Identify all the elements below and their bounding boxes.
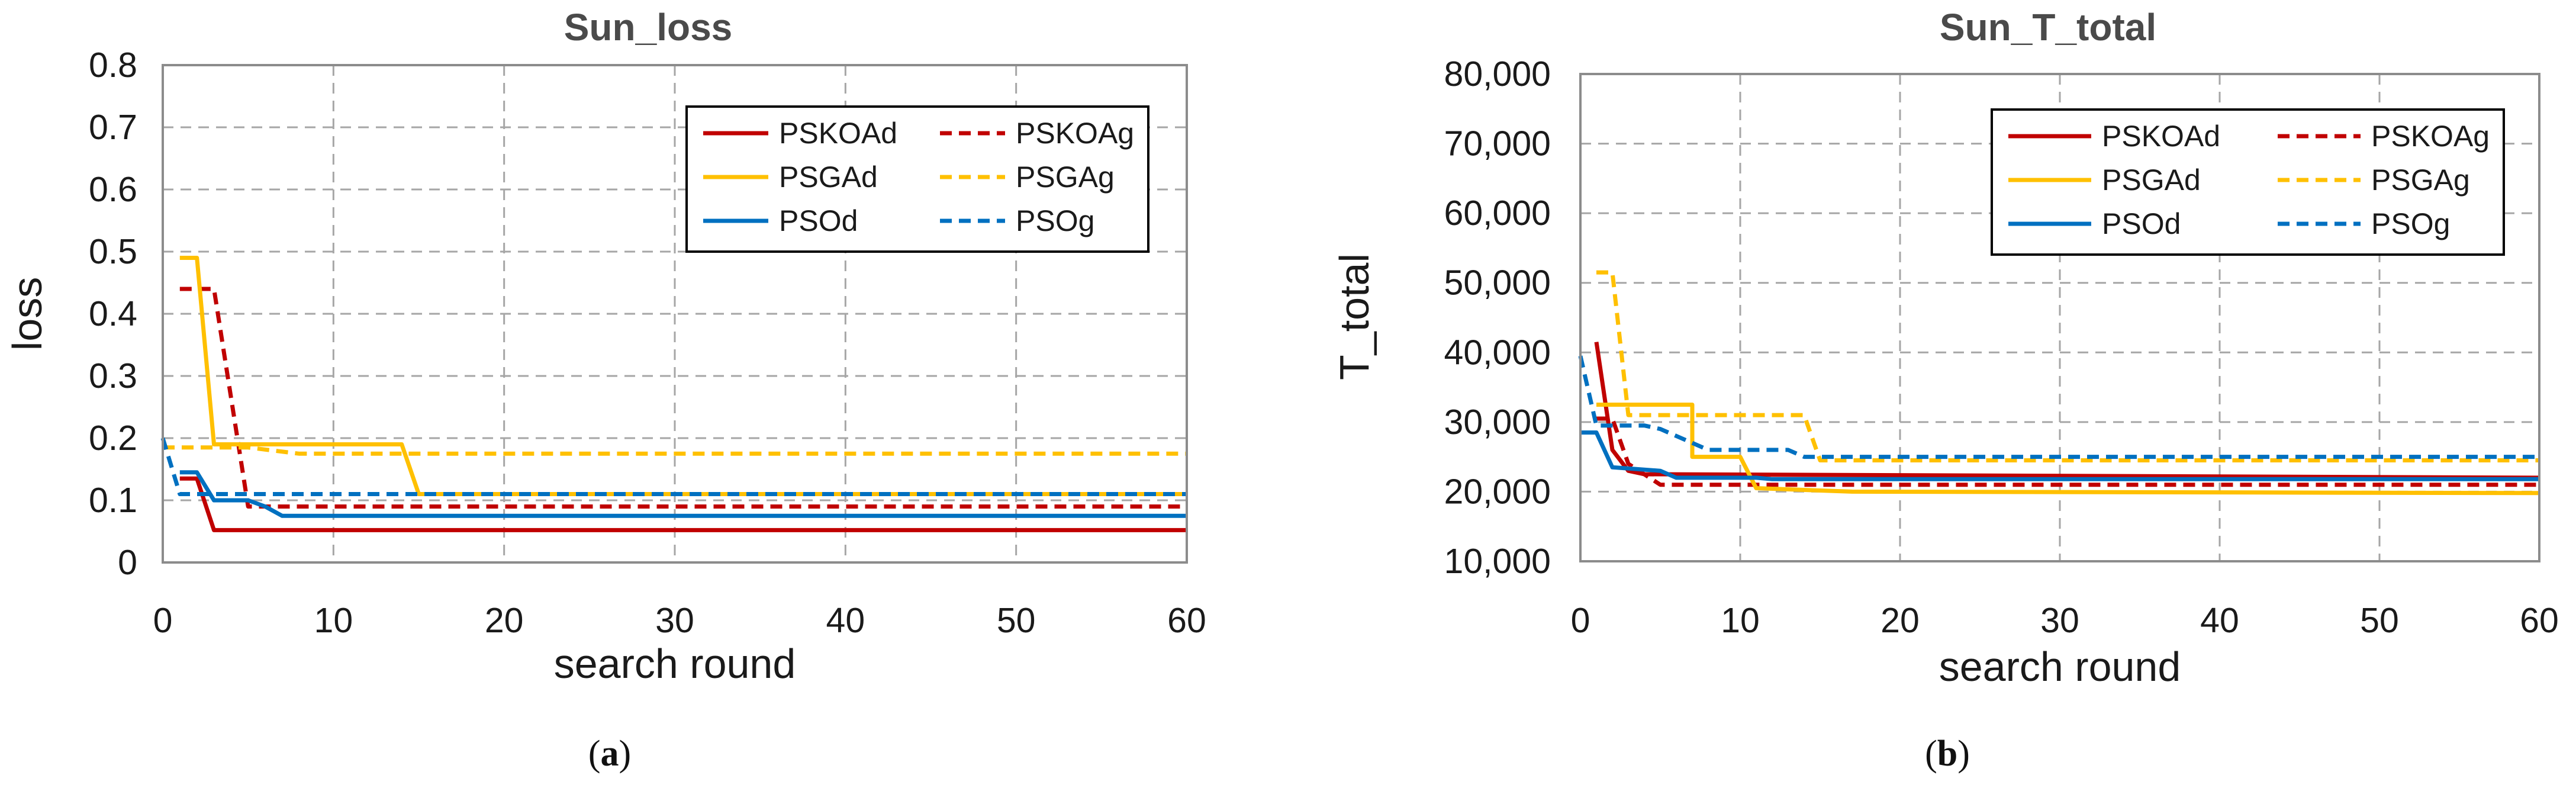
y-tick-labels: 10,000 20,000 30,000 40,000 50,000 60,000 70,0…	[1444, 54, 1551, 581]
y-tick-labels: 0 0.1 0.2 0.3 0.4 0.5 0.6 0.7 0.8	[89, 46, 137, 582]
y-tick-label: 0.5	[89, 232, 137, 271]
x-tick-label: 30	[655, 601, 694, 640]
x-tick-label: 50	[997, 601, 1036, 640]
legend-label: PSKOAg	[2371, 120, 2490, 153]
chart-title: Sun_T_total	[1940, 6, 2156, 49]
legend-item-psod: PSOd	[703, 204, 858, 237]
legend-item-pskoag: PSKOAg	[2278, 120, 2490, 153]
legend-item-psgad: PSGAd	[2008, 163, 2201, 197]
legend-label: PSOg	[1016, 204, 1094, 237]
x-tick-label: 0	[153, 601, 173, 640]
y-tick-label: 20,000	[1444, 472, 1551, 511]
legend-item-pskoag: PSKOAg	[940, 117, 1134, 150]
series-line-pskoag	[1596, 416, 2539, 487]
series-line-psod	[179, 470, 1187, 518]
legend-item-pskoad: PSKOAd	[703, 117, 897, 150]
series-line-pskoag	[179, 287, 1187, 509]
legend: PSKOAd PSKOAg PSGAd PSGAg PSOd PSOg	[685, 105, 1149, 253]
legend-label: PSGAg	[2371, 163, 2470, 197]
y-tick-label: 10,000	[1444, 542, 1551, 581]
x-tick-label: 20	[1881, 601, 1920, 640]
y-tick-label: 0.6	[89, 170, 137, 209]
y-tick-label: 80,000	[1444, 54, 1551, 94]
series-line-psod	[1580, 430, 2539, 481]
x-axis-label: search round	[1939, 644, 2181, 690]
y-tick-label: 60,000	[1444, 194, 1551, 233]
series-line-psgag	[1596, 270, 2539, 462]
y-axis-label: T_total	[1331, 253, 1377, 380]
legend-item-psog: PSOg	[940, 204, 1094, 237]
panel-caption-letter: b	[1937, 734, 1957, 774]
legend-label: PSKOAg	[1016, 117, 1134, 150]
y-tick-label: 0.8	[89, 46, 137, 85]
series-line-pskoad	[1594, 342, 2540, 480]
legend: PSKOAd PSKOAg PSGAd PSGAg PSOd PSOg	[1991, 108, 2505, 256]
y-tick-label: 0.1	[89, 481, 137, 520]
legend-label: PSOd	[2102, 207, 2181, 240]
x-tick-label: 60	[1167, 601, 1206, 640]
panel-caption-letter: a	[601, 734, 619, 774]
series-line-psgag	[163, 445, 1187, 456]
x-tick-label: 10	[314, 601, 353, 640]
panel-caption: (a)	[588, 734, 631, 774]
y-tick-label: 0.3	[89, 356, 137, 396]
x-tick-label: 50	[2360, 601, 2399, 640]
y-tick-label: 40,000	[1444, 333, 1551, 372]
legend-item-pskoad: PSKOAd	[2008, 120, 2220, 153]
x-tick-labels: 0 10 20 30 40 50 60	[153, 601, 1206, 640]
series-layer	[160, 256, 1187, 532]
x-tick-label: 40	[2200, 601, 2239, 640]
x-tick-label: 20	[485, 601, 524, 640]
y-tick-label: 70,000	[1444, 124, 1551, 163]
legend-label: PSOg	[2371, 207, 2450, 240]
legend-item-psod: PSOd	[2008, 207, 2181, 240]
chart-title: Sun_loss	[564, 6, 733, 49]
legend-label: PSKOAd	[779, 117, 897, 150]
x-tick-label: 40	[826, 601, 865, 640]
y-axis-label: loss	[4, 277, 50, 351]
plot-area	[1579, 73, 2540, 562]
legend-item-psog: PSOg	[2278, 207, 2450, 240]
chart-panel-t-total: 10,000 20,000 30,000 40,000 50,000 60,000 70,0…	[1331, 6, 2559, 774]
x-tick-label: 60	[2520, 601, 2559, 640]
y-tick-label: 0.2	[89, 419, 137, 458]
x-tick-labels: 0 10 20 30 40 50 60	[1571, 601, 2559, 640]
legend-label: PSGAg	[1016, 160, 1115, 194]
chart-panel-loss: 00.10.20.30.40.50.60.70.8 0 10 20 30 40 50 60 …	[4, 6, 1206, 774]
y-tick-label: 30,000	[1444, 403, 1551, 442]
panel-caption: (b)	[1925, 734, 1970, 774]
series-line-psgad	[1596, 403, 2540, 496]
y-tick-label: 0.7	[89, 108, 137, 147]
legend-item-psgag: PSGAg	[2278, 163, 2470, 197]
x-tick-label: 30	[2040, 601, 2079, 640]
x-tick-label: 0	[1571, 601, 1590, 640]
legend-item-psgag: PSGAg	[940, 160, 1115, 194]
y-tick-label: 0.4	[89, 294, 137, 333]
y-tick-label: 0	[118, 543, 137, 582]
x-tick-label: 10	[1721, 601, 1760, 640]
plot-area	[162, 64, 1188, 564]
series-line-pskoad	[179, 476, 1187, 532]
legend-label: PSKOAd	[2102, 120, 2220, 153]
x-axis-label: search round	[554, 641, 796, 687]
series-layer	[1578, 270, 2540, 496]
series-line-psog	[1578, 355, 2539, 459]
legend-label: PSGAd	[2102, 163, 2201, 197]
legend-label: PSOd	[779, 204, 858, 237]
legend-label: PSGAd	[779, 160, 878, 194]
legend-item-psgad: PSGAd	[703, 160, 878, 194]
y-tick-label: 50,000	[1444, 263, 1551, 303]
series-line-psog	[160, 437, 1187, 496]
